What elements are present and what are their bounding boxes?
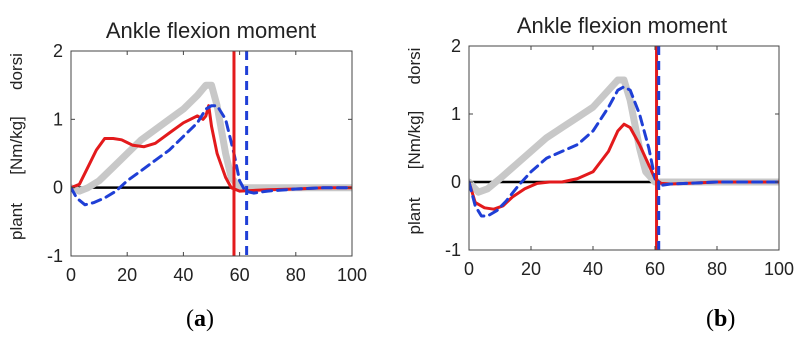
y-tick-label: 1 xyxy=(53,109,63,129)
series-line-2 xyxy=(71,104,352,207)
y-label-units: [Nm/kg] xyxy=(405,111,424,170)
series-line-1 xyxy=(71,104,352,193)
y-tick-label: -1 xyxy=(445,240,461,260)
figure-b: Ankle flexion moment 0 20 40 60 80 100 -1 0 1 2 pla… xyxy=(398,0,796,340)
y-label-plant: plant xyxy=(405,197,424,234)
axes-frame xyxy=(70,50,353,257)
caption-b: (b) xyxy=(706,306,736,332)
x-tick-label: 20 xyxy=(117,265,137,285)
y-label-dorsi: dorsi xyxy=(7,53,26,90)
x-tick-label: 80 xyxy=(286,265,306,285)
y-tick-label: 0 xyxy=(451,172,461,192)
x-tick-label: 40 xyxy=(583,259,603,279)
y-tick-label: 2 xyxy=(53,41,63,61)
y-label-plant: plant xyxy=(7,203,26,240)
y-axis-label: plant [Nm/kg] dorsi xyxy=(7,53,26,240)
x-tick-label: 80 xyxy=(707,259,727,279)
x-tick-label: 60 xyxy=(230,265,250,285)
plot-area xyxy=(71,51,352,256)
y-axis-label: plant [Nm/kg] dorsi xyxy=(405,48,424,235)
series-line-0 xyxy=(71,81,352,195)
y-tick-label: 2 xyxy=(451,36,461,56)
series-line-2 xyxy=(469,85,779,218)
chart-title: Ankle flexion moment xyxy=(106,18,316,43)
figure-a: Ankle flexion moment 0 20 40 60 80 100 -1 0 1 2 pla… xyxy=(7,18,367,332)
series-line-0 xyxy=(469,76,779,196)
x-tick-label: 100 xyxy=(337,265,367,285)
y-label-units: [Nm/kg] xyxy=(7,116,26,175)
x-tick-label: 0 xyxy=(464,259,474,279)
y-tick-label: 0 xyxy=(53,178,63,198)
y-tick-label: 1 xyxy=(451,104,461,124)
y-label-dorsi: dorsi xyxy=(405,48,424,85)
x-tick-label: 20 xyxy=(521,259,541,279)
y-tick-label: -1 xyxy=(47,246,63,266)
x-tick-label: 60 xyxy=(645,259,665,279)
axes-frame xyxy=(468,45,780,251)
caption-a: (a) xyxy=(186,306,214,332)
chart-title: Ankle flexion moment xyxy=(517,13,727,38)
x-tick-label: 0 xyxy=(66,265,76,285)
x-tick-label: 100 xyxy=(764,259,794,279)
plot-area xyxy=(469,46,779,250)
x-tick-label: 40 xyxy=(173,265,193,285)
